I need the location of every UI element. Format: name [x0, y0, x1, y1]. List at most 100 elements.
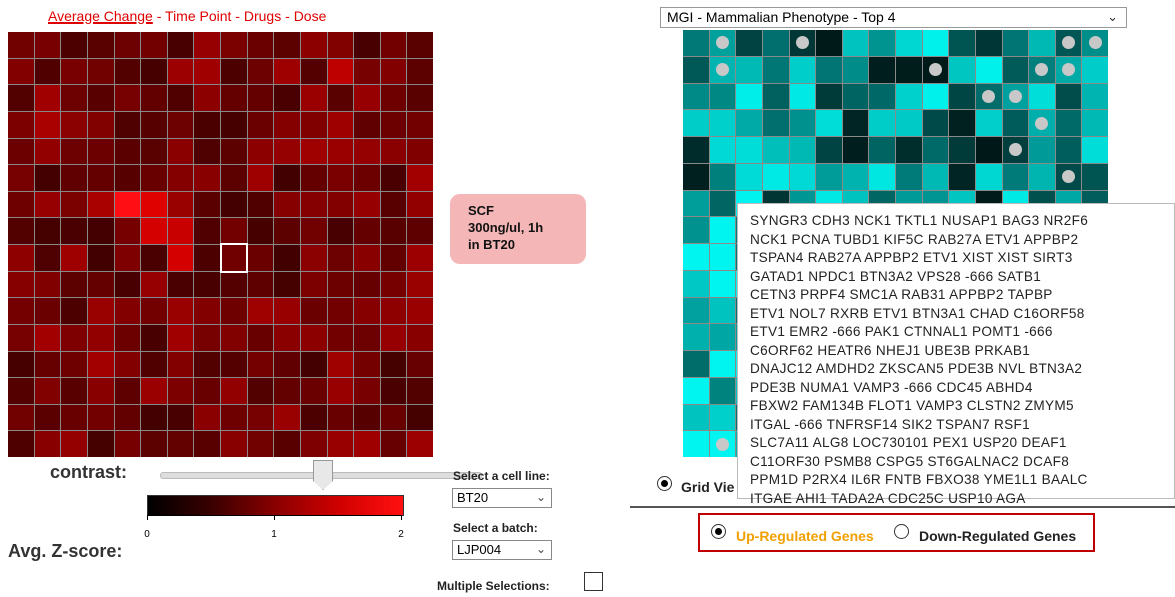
enrichment-cell[interactable] [683, 297, 709, 324]
heatmap-cell[interactable] [247, 245, 274, 271]
enrichment-cell[interactable] [842, 83, 869, 110]
heatmap-cell[interactable] [34, 191, 61, 218]
heatmap-cell[interactable] [141, 165, 167, 191]
heatmap-cell[interactable] [274, 138, 300, 165]
heatmap-cell[interactable] [194, 165, 220, 191]
heatmap-cell[interactable] [274, 298, 300, 324]
heatmap-cell[interactable] [221, 191, 247, 218]
enrichment-cell[interactable] [896, 83, 922, 110]
heatmap-cell[interactable] [354, 431, 380, 457]
heatmap-cell[interactable] [274, 378, 300, 404]
up-regulated-label[interactable]: Up-Regulated Genes [736, 528, 874, 544]
enrichment-cell[interactable] [1082, 137, 1108, 163]
grid-view-radio[interactable] [657, 476, 672, 491]
enrichment-cell[interactable] [975, 163, 1002, 190]
enrichment-cell[interactable] [842, 110, 869, 136]
heatmap-cell[interactable] [8, 404, 34, 431]
heatmap-cell[interactable] [8, 218, 34, 244]
batch-select[interactable]: LJP004 ⌄ [452, 540, 552, 560]
heatmap-cell[interactable] [141, 351, 167, 378]
heatmap-cell[interactable] [34, 324, 61, 351]
enrichment-cell[interactable] [683, 377, 709, 404]
heatmap-cell[interactable] [407, 165, 433, 191]
heatmap-cell[interactable] [8, 324, 34, 351]
heatmap-cell[interactable] [34, 58, 61, 85]
heatmap-cell[interactable] [380, 138, 407, 165]
heatmap-cell[interactable] [300, 245, 327, 271]
heatmap-cell[interactable] [61, 431, 87, 457]
heatmap-cell[interactable] [34, 165, 61, 191]
heatmap-cell[interactable] [141, 245, 167, 271]
heatmap-cell[interactable] [354, 378, 380, 404]
heatmap-cell[interactable] [300, 85, 327, 111]
enrichment-cell[interactable] [683, 351, 709, 377]
heatmap-cell[interactable] [221, 218, 247, 244]
enrichment-cell[interactable] [1082, 30, 1108, 56]
heatmap-cell[interactable] [354, 271, 380, 298]
heatmap-cell[interactable] [221, 324, 247, 351]
heatmap-cell[interactable] [194, 191, 220, 218]
heatmap-cell[interactable] [87, 191, 114, 218]
heatmap-cell[interactable] [300, 404, 327, 431]
enrichment-cell[interactable] [869, 163, 895, 190]
heatmap-cell[interactable] [114, 298, 141, 324]
heatmap-cell[interactable] [274, 165, 300, 191]
heatmap-cell[interactable] [114, 138, 141, 165]
heatmap-cell[interactable] [8, 431, 34, 457]
heatmap-cell[interactable] [167, 431, 194, 457]
heatmap-cell[interactable] [247, 165, 274, 191]
heatmap-cell[interactable] [300, 191, 327, 218]
heatmap-cell[interactable] [407, 378, 433, 404]
sort-drugs-link[interactable]: Drugs [243, 8, 282, 24]
heatmap-cell[interactable] [114, 85, 141, 111]
heatmap-cell[interactable] [327, 111, 354, 138]
enrichment-cell[interactable] [949, 137, 975, 163]
heatmap-cell[interactable] [34, 271, 61, 298]
heatmap-cell[interactable] [247, 58, 274, 85]
heatmap-cell[interactable] [114, 58, 141, 85]
heatmap-cell[interactable] [407, 298, 433, 324]
heatmap-cell[interactable] [114, 378, 141, 404]
heatmap-cell[interactable] [61, 351, 87, 378]
heatmap-cell[interactable] [221, 32, 247, 58]
heatmap-cell[interactable] [221, 138, 247, 165]
heatmap-cell[interactable] [87, 165, 114, 191]
contrast-slider-handle[interactable] [313, 460, 333, 490]
enrichment-cell[interactable] [922, 163, 949, 190]
heatmap-cell[interactable] [34, 351, 61, 378]
heatmap-cell[interactable] [8, 271, 34, 298]
enrichment-cell[interactable] [709, 404, 736, 431]
heatmap-cell[interactable] [194, 351, 220, 378]
heatmap-cell[interactable] [167, 324, 194, 351]
heatmap-cell[interactable] [300, 431, 327, 457]
signature-heatmap[interactable] [8, 32, 433, 457]
enrichment-cell[interactable] [869, 110, 895, 136]
enrichment-cell[interactable] [762, 56, 789, 83]
enrichment-cell[interactable] [869, 83, 895, 110]
heatmap-cell[interactable] [167, 378, 194, 404]
enrichment-cell[interactable] [683, 110, 709, 136]
enrichment-cell[interactable] [922, 56, 949, 83]
enrichment-cell[interactable] [949, 83, 975, 110]
heatmap-cell[interactable] [34, 298, 61, 324]
enrichment-cell[interactable] [922, 83, 949, 110]
heatmap-cell[interactable] [114, 111, 141, 138]
heatmap-cell[interactable] [274, 85, 300, 111]
heatmap-cell[interactable] [247, 351, 274, 378]
heatmap-cell[interactable] [167, 218, 194, 244]
enrichment-cell[interactable] [975, 83, 1002, 110]
heatmap-cell[interactable] [407, 191, 433, 218]
heatmap-cell[interactable] [327, 271, 354, 298]
sort-time-point-link[interactable]: Time Point [165, 8, 232, 24]
enrichment-cell[interactable] [869, 56, 895, 83]
heatmap-cell[interactable] [327, 165, 354, 191]
heatmap-cell[interactable] [247, 298, 274, 324]
heatmap-cell[interactable] [114, 245, 141, 271]
heatmap-cell[interactable] [354, 351, 380, 378]
heatmap-cell[interactable] [327, 324, 354, 351]
heatmap-cell[interactable] [380, 404, 407, 431]
enrichment-cell[interactable] [816, 56, 842, 83]
heatmap-cell[interactable] [407, 85, 433, 111]
enrichment-cell[interactable] [683, 404, 709, 431]
heatmap-cell[interactable] [300, 271, 327, 298]
